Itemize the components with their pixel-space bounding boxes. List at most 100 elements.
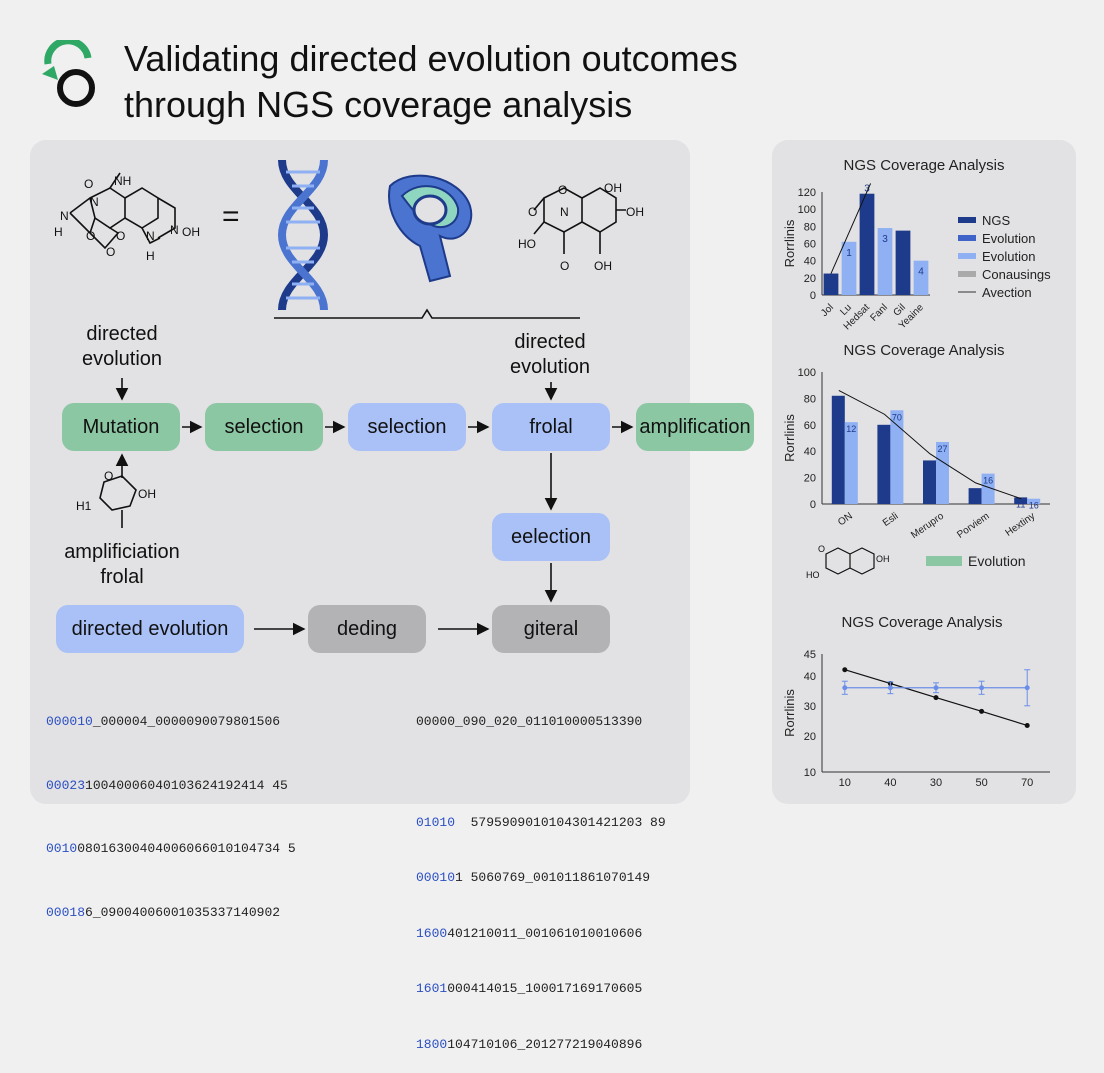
bracket-line — [274, 308, 580, 319]
logo-icon — [42, 37, 95, 107]
node-directed-evolution: directed evolution — [56, 605, 244, 653]
atom-label: N — [560, 205, 569, 219]
bar — [1027, 498, 1041, 504]
node-amplification: amplification — [636, 403, 754, 451]
x-tick-label: 40 — [884, 777, 896, 789]
legend-swatch — [958, 217, 976, 223]
node-deding: deding — [308, 605, 426, 653]
sequence-line: 000186_09004006001035337140902 — [46, 904, 296, 923]
bar-label: 39 — [879, 427, 889, 437]
legend-label: Conausings — [982, 267, 1051, 282]
page-title-line2: through NGS coverage analysis — [124, 84, 633, 125]
chart2-title: NGS Coverage Analysis — [843, 342, 1005, 359]
label-line: amplificiation — [64, 541, 180, 563]
bar — [890, 410, 904, 504]
bar — [1014, 497, 1028, 504]
bar-label: 4 — [900, 237, 906, 248]
bar — [859, 193, 875, 295]
y-tick-label: 20 — [804, 473, 816, 485]
bar-label: 2 — [828, 280, 834, 291]
bar-label: 70 — [892, 412, 902, 422]
atom-label: N — [146, 229, 155, 243]
y-tick-label: 0 — [810, 499, 816, 511]
protein-structure-icon — [388, 174, 473, 283]
y-axis-label: Rorrlinis — [782, 414, 797, 462]
y-tick-label: 100 — [798, 204, 816, 216]
bar — [877, 228, 893, 295]
sequence-prefix: 000010 — [46, 714, 93, 729]
legend-label: Evolution — [982, 249, 1035, 264]
bar-label: 10 — [833, 398, 843, 408]
y-tick-label: 40 — [804, 256, 816, 268]
y-tick-label: 20 — [804, 731, 816, 743]
atom-label: N — [90, 195, 99, 209]
molecule-1: O NH N H N O N O O OH N H — [54, 172, 200, 263]
sequence-prefix: 00010 — [416, 870, 456, 885]
sequence-line: 01010 5795909010104301421203 89 — [416, 814, 666, 833]
sequence-prefix: 1600 — [416, 925, 448, 941]
bar-label: 1 — [846, 248, 852, 259]
bar — [913, 260, 929, 295]
legend-label: Avection — [982, 285, 1032, 300]
x-tick-label: Jol — [819, 302, 836, 319]
sequence-rest: 6_09004006001035337140902 — [85, 904, 281, 920]
sequence-line: 1600401210011_001061010010606 — [416, 925, 666, 944]
bar-label: 16 — [983, 476, 993, 486]
sequence-rest: 00000_090_020_011010000513390 — [416, 714, 643, 729]
atom-label: HO — [806, 570, 820, 580]
bar — [936, 441, 949, 504]
trend-line — [838, 390, 1022, 500]
y-tick-label: 120 — [798, 187, 816, 199]
sequence-line: 000101 5060769_001011861070149 — [416, 869, 666, 888]
trend-line — [830, 183, 872, 274]
bar — [823, 273, 839, 295]
atom-label: O — [106, 245, 115, 259]
bar-label: 16 — [1029, 501, 1039, 511]
data-point — [842, 667, 848, 673]
sequence-rest: 401210011_001061010010606 — [447, 925, 643, 941]
node-giteral: giteral — [492, 605, 610, 653]
atom-label: H1 — [76, 499, 92, 513]
atom-label: H — [146, 249, 155, 263]
atom-label: O — [558, 183, 567, 197]
bar-label: 27 — [937, 444, 947, 454]
data-point — [842, 685, 848, 691]
bar-label: 4 — [918, 267, 924, 278]
bar-label: 3 — [864, 184, 870, 195]
y-tick-label: 10 — [804, 767, 816, 779]
sequence-line: 1601000414015_100017169170605 — [416, 980, 666, 999]
bar — [831, 395, 845, 504]
x-tick-label: Fanl — [868, 302, 890, 324]
atom-label: O — [560, 259, 569, 273]
sequence-rest: 5795909010104301421203 89 — [455, 814, 666, 830]
sequence-block-right: 00000_090_020_011010000513390 01010 5795… — [416, 676, 666, 1073]
x-tick-label: Hextiny — [1004, 511, 1038, 539]
bar-label: 11 — [970, 490, 979, 500]
chart-2: 0 20 40 60 80 100 Rorrlinis ON Esli Merupro Porvie… — [782, 367, 1050, 569]
x-tick-label: ON — [836, 511, 855, 529]
molecule-4: O OH HO — [806, 544, 890, 580]
node-eelection: eelection — [492, 513, 610, 561]
y-axis-label: Rorrlinis — [782, 219, 797, 267]
sequence-line: 000010_000004_0000090079801506 — [46, 713, 296, 732]
x-tick-label: Esli — [881, 511, 901, 529]
bar-label: 3 — [882, 234, 888, 245]
page-title-line1: Validating directed evolution outcomes — [124, 38, 738, 79]
app-logo — [40, 37, 102, 110]
molecule-2: O OH O N OH HO O OH — [518, 181, 644, 273]
y-tick-label: 45 — [804, 649, 816, 661]
sequence-rest: 104710106_201277219040896 — [447, 1036, 643, 1052]
bar — [923, 460, 936, 504]
bar — [844, 422, 858, 504]
chart3-title: NGS Coverage Analysis — [841, 614, 1003, 631]
sequence-line: 0002310040006040103624192414 45 — [46, 777, 296, 796]
data-point — [1024, 685, 1030, 691]
node-selection-2: selection — [348, 403, 466, 451]
bar-label: 13 — [924, 462, 934, 472]
x-tick-label: 70 — [1021, 777, 1033, 789]
y-tick-label: 80 — [804, 221, 816, 233]
atom-label: O — [86, 229, 95, 243]
node-mutation: Mutation — [62, 403, 180, 451]
sequence-prefix: 00023 — [46, 777, 86, 793]
